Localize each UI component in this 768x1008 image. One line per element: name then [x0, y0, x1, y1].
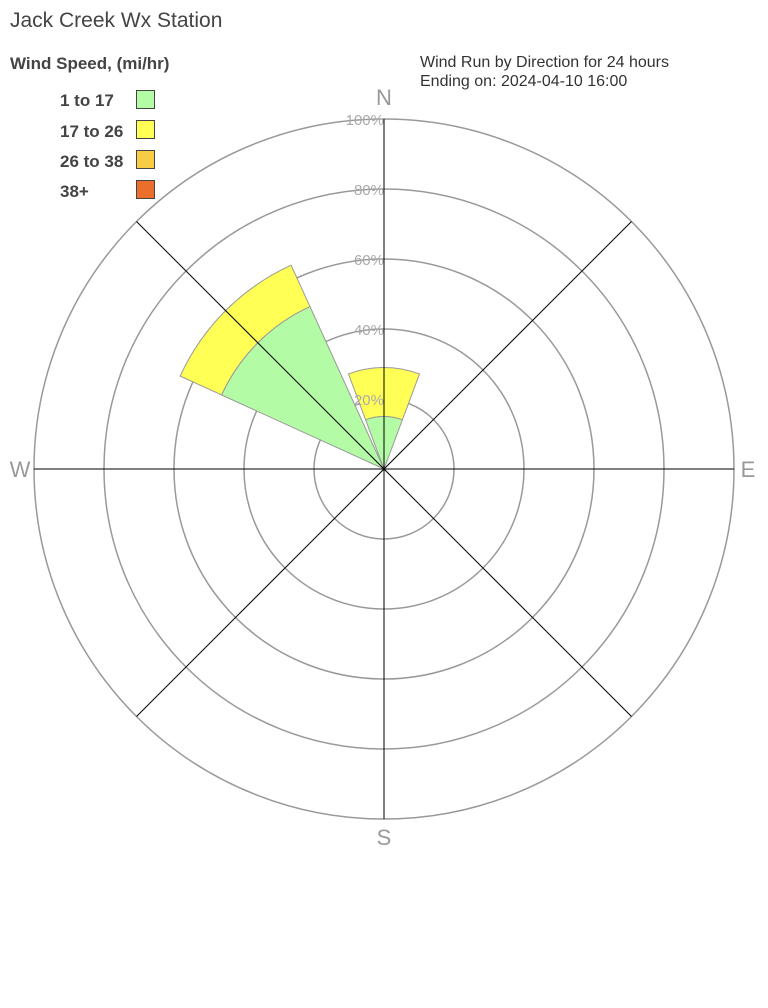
legend-title: Wind Speed, (mi/hr): [10, 54, 170, 73]
spoke-line: [136, 221, 632, 717]
legend-swatch: [136, 90, 155, 109]
legend-label: 1 to 17: [60, 91, 114, 110]
legend-swatch: [136, 120, 155, 139]
compass-label-N: N: [376, 85, 392, 110]
legend-label: 26 to 38: [60, 152, 124, 171]
compass-label-E: E: [741, 457, 756, 482]
subtitle-line: Ending on: 2024-04-10 16:00: [420, 73, 628, 90]
subtitle-line: Wind Run by Direction for 24 hours: [420, 54, 669, 71]
compass-label-W: W: [10, 457, 31, 482]
chart-title: Jack Creek Wx Station: [10, 9, 223, 32]
legend-swatch: [136, 180, 155, 199]
radial-tick-label: 60%: [354, 252, 384, 269]
compass-label-S: S: [377, 825, 392, 850]
radial-tick-label: 40%: [354, 322, 384, 339]
legend-swatch: [136, 150, 155, 169]
radial-tick-label: 100%: [346, 112, 384, 129]
legend-label: 17 to 26: [60, 122, 124, 141]
radial-tick-label: 80%: [354, 182, 384, 199]
legend-label: 38+: [60, 182, 89, 201]
radial-tick-label: 20%: [354, 392, 384, 409]
